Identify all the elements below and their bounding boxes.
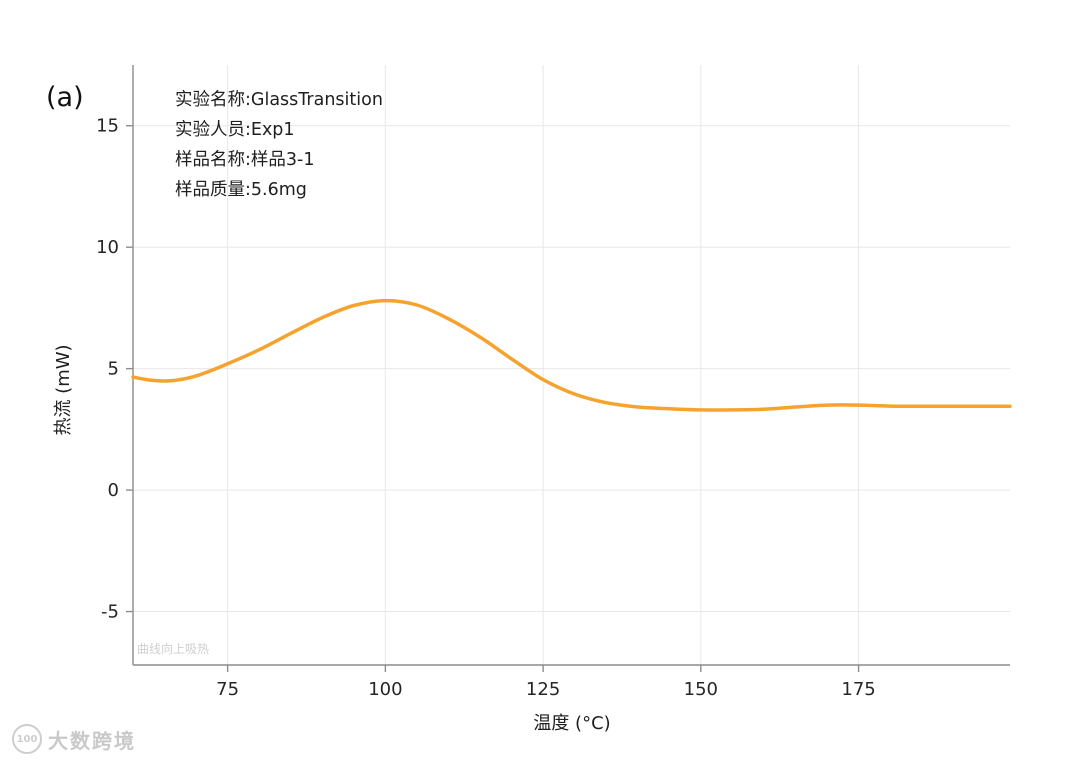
sample-name-line: 样品名称:样品3-1 bbox=[175, 150, 315, 170]
y-tick-label: 0 bbox=[108, 480, 119, 501]
x-tick-label: 150 bbox=[684, 679, 718, 700]
y-tick-label: 15 bbox=[96, 116, 119, 137]
brand-watermark: 100 大数跨境 bbox=[12, 724, 136, 754]
endotherm-up-note-watermark: 曲线向上吸热 bbox=[137, 642, 210, 656]
heat-flow-curve bbox=[131, 298, 1012, 412]
x-tick-label: 125 bbox=[526, 679, 560, 700]
brand-logo-icon: 100 bbox=[12, 724, 42, 754]
y-tick-label: -5 bbox=[101, 602, 119, 623]
figure-label: (a) bbox=[46, 82, 84, 113]
experimenter-line: 实验人员:Exp1 bbox=[175, 120, 295, 140]
sample-mass-line: 样品质量:5.6mg bbox=[175, 180, 307, 200]
y-axis-label: 热流 (mW) bbox=[53, 344, 74, 436]
x-tick-label: 75 bbox=[216, 679, 239, 700]
y-tick-label: 10 bbox=[96, 237, 119, 258]
brand-watermark-text: 大数跨境 bbox=[48, 728, 136, 753]
experiment-name-line: 实验名称:GlassTransition bbox=[175, 90, 383, 110]
experiment-info-block: 实验名称:GlassTransition 实验人员:Exp1 样品名称:样品3-… bbox=[175, 85, 383, 205]
x-tick-label: 175 bbox=[841, 679, 875, 700]
x-axis-label: 温度 (°C) bbox=[533, 713, 611, 734]
x-tick-label: 100 bbox=[368, 679, 402, 700]
y-tick-label: 5 bbox=[108, 359, 119, 380]
